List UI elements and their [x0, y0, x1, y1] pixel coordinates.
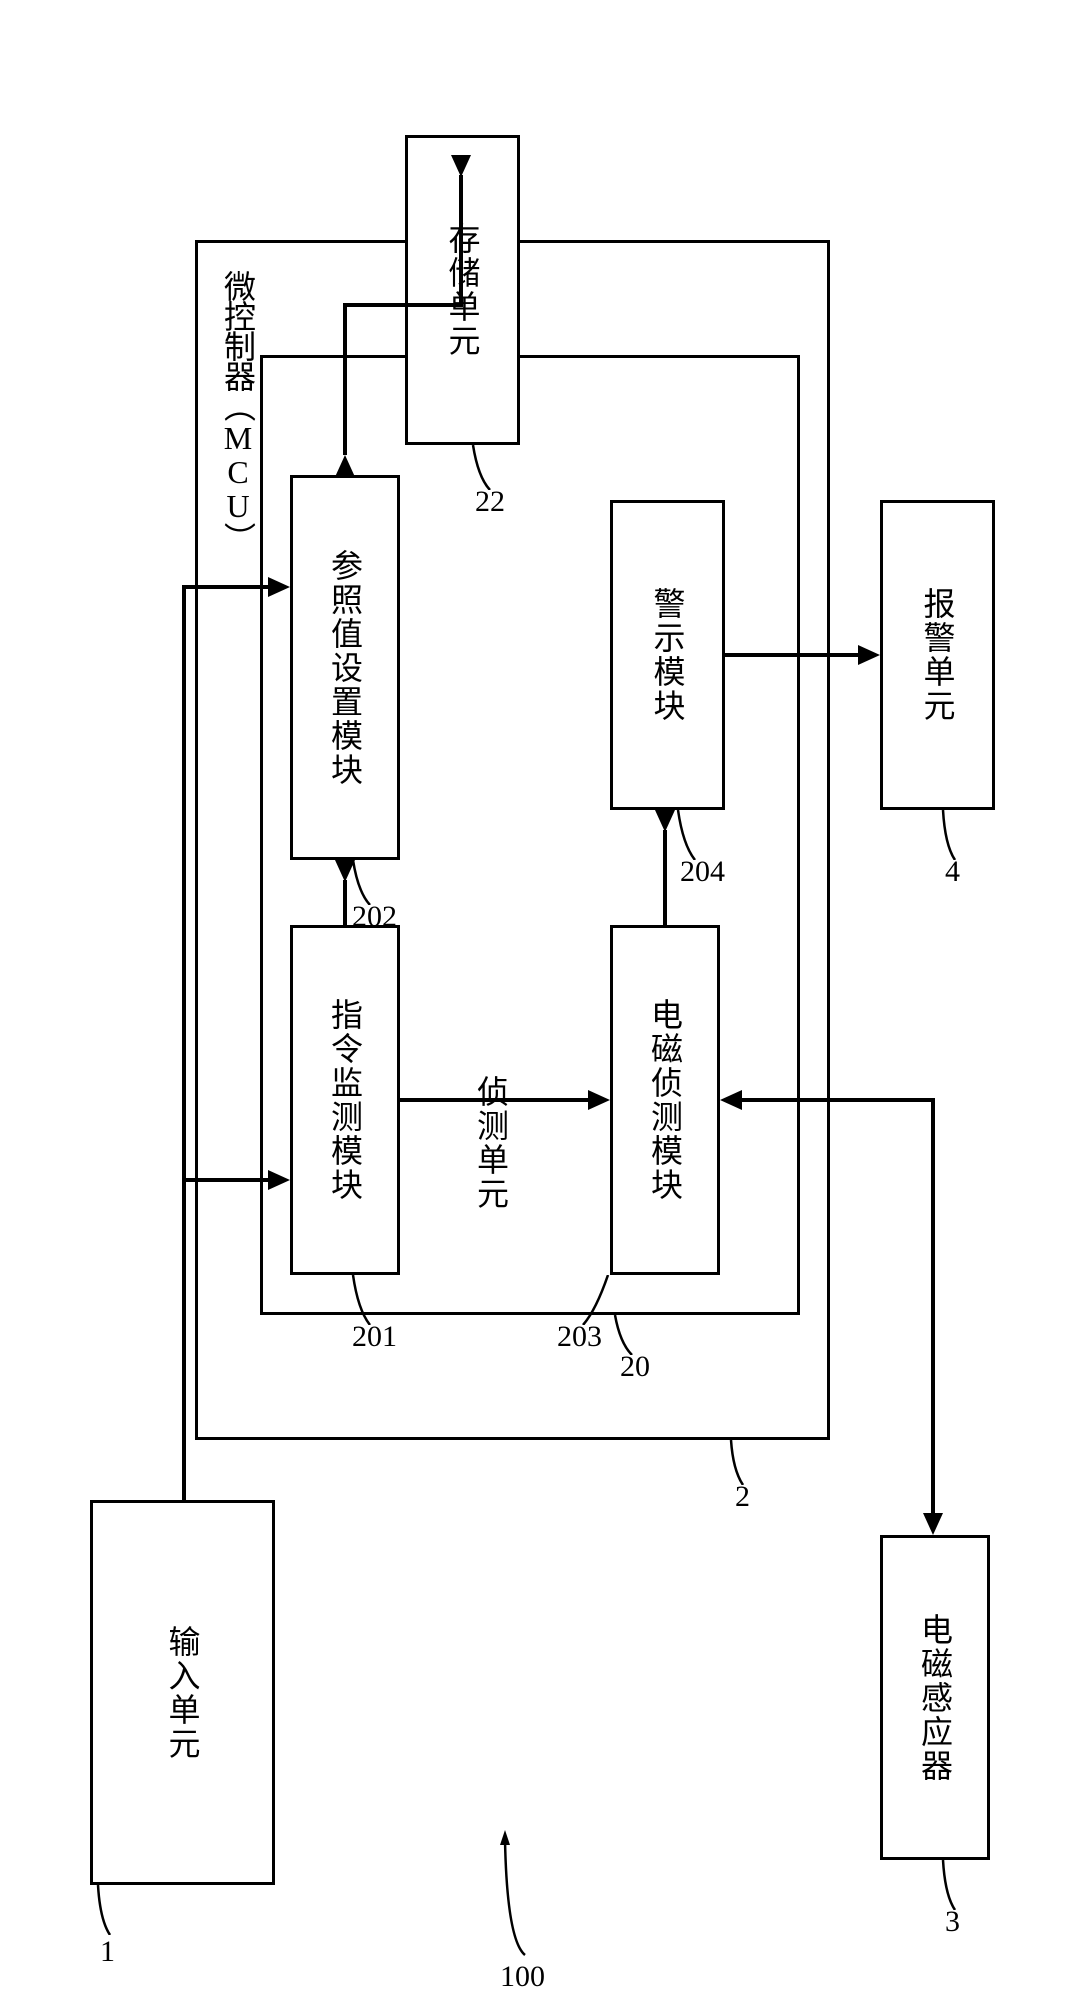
- em-sensor-label: 电磁感应器: [912, 1613, 958, 1783]
- leader-203: [578, 1275, 613, 1325]
- reference-setting-box: 参照值设置模块: [290, 475, 400, 860]
- leader-204: [675, 810, 710, 860]
- edge-201-to-203: [400, 1098, 590, 1102]
- alarm-unit-box: 报警单元: [880, 500, 995, 810]
- edge-input-to-201-arrow: [268, 1170, 290, 1190]
- edge-203-to-3-h1: [742, 1098, 935, 1102]
- edge-201-to-202: [343, 880, 347, 925]
- leader-202: [350, 860, 385, 905]
- edge-202-to-22-arrow-up: [335, 455, 355, 477]
- leader-100: [495, 1830, 545, 1960]
- edge-203-to-204: [663, 830, 667, 925]
- label-22: 22: [475, 485, 505, 519]
- em-sensor-box: 电磁感应器: [880, 1535, 990, 1860]
- instruction-monitor-box: 指令监测模块: [290, 925, 400, 1275]
- edge-204-to-4-arrow: [858, 645, 880, 665]
- label-4: 4: [945, 855, 960, 889]
- leader-1: [95, 1885, 130, 1935]
- leader-4: [940, 810, 975, 860]
- mcu-label: 微控制器（MCU）: [215, 270, 261, 552]
- label-3: 3: [945, 1905, 960, 1939]
- edge-input-to-201-v: [182, 1180, 186, 1500]
- label-202: 202: [352, 900, 397, 934]
- edge-202-to-22-arrow-down: [451, 155, 471, 177]
- label-201: 201: [352, 1320, 397, 1354]
- warning-module-box: 警示模块: [610, 500, 725, 810]
- em-detection-label: 电磁侦测模块: [642, 998, 688, 1202]
- leader-20: [612, 1315, 647, 1355]
- leader-3: [940, 1860, 975, 1910]
- edge-203-to-3-v: [931, 1098, 935, 1513]
- edge-202-to-22-v1: [343, 305, 347, 455]
- edge-203-to-3-arrow-left: [720, 1090, 742, 1110]
- detection-unit-label: 侦测单元: [468, 1075, 514, 1211]
- input-unit-label: 输入单元: [160, 1625, 206, 1761]
- leader-2: [728, 1440, 763, 1485]
- reference-setting-label: 参照值设置模块: [322, 549, 368, 787]
- label-203: 203: [557, 1320, 602, 1354]
- instruction-monitor-label: 指令监测模块: [322, 998, 368, 1202]
- edge-input-to-202-h: [182, 585, 272, 589]
- edge-203-to-204-arrow: [655, 810, 675, 832]
- input-unit-box: 输入单元: [90, 1500, 275, 1885]
- em-detection-box: 电磁侦测模块: [610, 925, 720, 1275]
- label-2: 2: [735, 1480, 750, 1514]
- alarm-unit-label: 报警单元: [915, 587, 961, 723]
- edge-203-to-3-arrow-down: [923, 1513, 943, 1535]
- label-204: 204: [680, 855, 725, 889]
- edge-input-to-202-arrow: [268, 577, 290, 597]
- edge-input-to-201-h: [182, 1178, 272, 1182]
- edge-202-to-22-h: [343, 303, 463, 307]
- edge-202-to-22-v2: [459, 175, 463, 307]
- edge-204-to-4: [725, 653, 860, 657]
- leader-22: [470, 445, 505, 490]
- label-1: 1: [100, 1935, 115, 1969]
- warning-module-label: 警示模块: [645, 587, 691, 723]
- label-20: 20: [620, 1350, 650, 1384]
- leader-201: [350, 1275, 385, 1325]
- edge-201-to-203-arrow: [588, 1090, 610, 1110]
- label-100: 100: [500, 1960, 545, 1994]
- edge-input-to-202-v: [182, 587, 186, 1184]
